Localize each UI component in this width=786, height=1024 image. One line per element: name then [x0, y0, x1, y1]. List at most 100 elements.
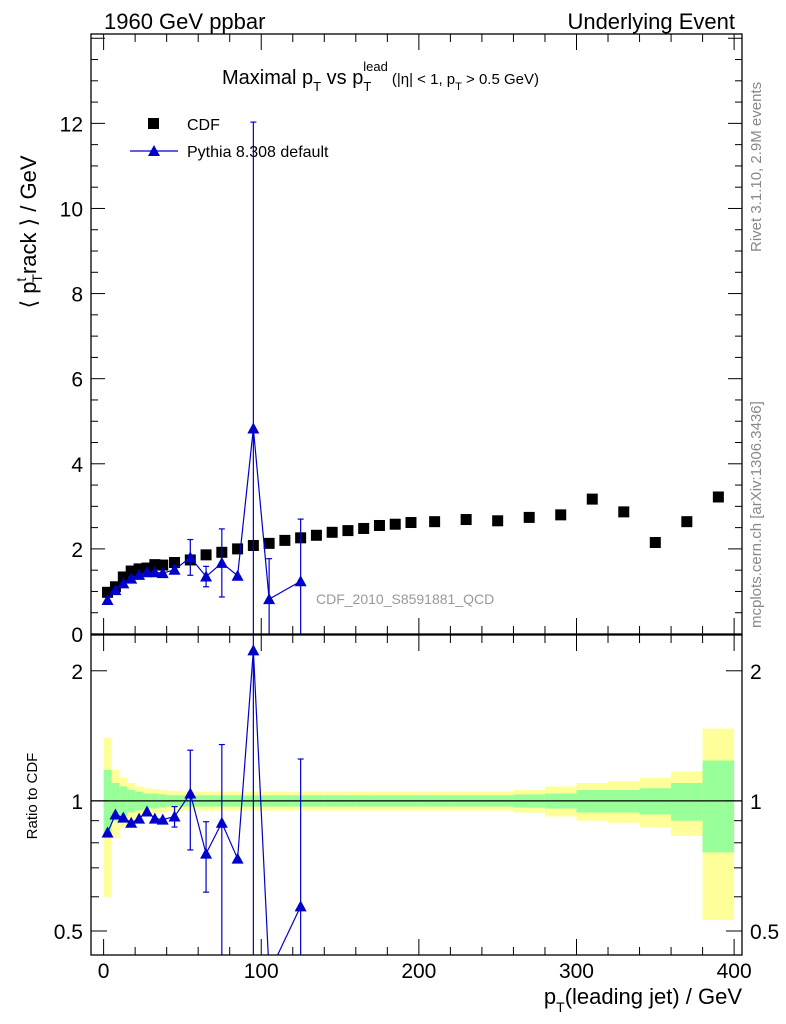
ratio-inner-band: [103, 769, 112, 839]
cdf-point: [342, 525, 354, 537]
ratio-point: [140, 805, 153, 817]
ratio-panel: 0.5 0.5 1 1 2 2 0 100 200 300 400 Ratio to CDF pT…: [24, 634, 779, 1015]
ratio-segment: [236, 650, 254, 859]
x-tick-label: 300: [559, 960, 594, 983]
ratio-y-tick-label: 2: [71, 661, 83, 684]
cdf-point: [169, 557, 181, 569]
pythia-point: [140, 566, 153, 578]
cdf-point: [149, 559, 161, 571]
cdf-point: [279, 534, 291, 546]
cdf-point: [102, 586, 114, 598]
cdf-point: [712, 491, 724, 503]
cdf-point: [405, 517, 417, 529]
ratio-y-tick-label: 2: [750, 661, 762, 684]
main-y-tick-label: 8: [71, 284, 83, 307]
ratio-y-tick-label: 1: [71, 791, 83, 814]
x-axis-label: pT(leading jet) / GeV: [544, 984, 742, 1015]
main-y-ticks: 0 2 4 6 8 10 12: [60, 37, 742, 647]
ratio-segment: [252, 650, 269, 956]
cdf-point: [429, 516, 441, 528]
main-panel: 0 2 4 6 8 10 12 Maximal pT vs pTlead(|η| < 1, …: [13, 33, 743, 647]
ratio-inner-band: [671, 783, 703, 821]
x-tick-label: 100: [244, 960, 279, 983]
ratio-y-tick-label: 0.5: [54, 921, 83, 944]
cdf-point: [460, 514, 472, 526]
ratio-segment: [221, 822, 239, 859]
ratio-point: [117, 811, 130, 823]
main-y-tick-label: 4: [71, 454, 83, 477]
cdf-point: [492, 515, 504, 527]
pythia-point: [215, 556, 228, 568]
ratio-point: [109, 808, 122, 820]
rivet-label: Rivet 3.1.10, 2.9M events: [748, 82, 765, 252]
cdf-point: [389, 518, 401, 530]
cdf-point: [157, 559, 169, 571]
cdf-point: [555, 509, 567, 521]
legend-pythia-label: Pythia 8.308 default: [187, 144, 329, 161]
main-x-ticks: [103, 34, 735, 634]
pythia-point: [117, 577, 130, 589]
pythia-point: [200, 570, 213, 582]
ratio-point: [294, 900, 307, 912]
x-tick-label: 400: [717, 960, 752, 983]
cdf-point: [117, 571, 129, 583]
cdf-point: [586, 493, 598, 505]
main-y-tick-label: 2: [71, 539, 83, 562]
pythia-series: [101, 121, 307, 634]
pythia-point: [184, 551, 197, 563]
ratio-frame: [90, 634, 743, 956]
ratio-segment: [205, 822, 223, 854]
ratio-point: [200, 847, 213, 859]
legend-cdf-label: CDF: [187, 117, 220, 134]
pythia-point: [231, 569, 244, 581]
cdf-point: [681, 516, 693, 528]
x-tick-label: 200: [401, 960, 436, 983]
mcplots-label: mcplots.cern.ch [arXiv:1306.3436]: [748, 401, 765, 628]
ratio-series: [101, 635, 307, 956]
ratio-segment: [277, 906, 302, 956]
cdf-point: [125, 565, 137, 577]
cdf-point: [523, 511, 535, 523]
ratio-inner-band: [702, 760, 735, 853]
main-y-tick-label: 0: [71, 624, 83, 647]
ratio-inner-band: [119, 786, 128, 817]
ratio-segment: [189, 793, 207, 854]
legend-pythia-marker: [148, 145, 160, 156]
ratio-y-tick-label: 1: [750, 791, 762, 814]
pythia-point: [294, 575, 307, 587]
ratio-point: [247, 644, 260, 656]
pythia-point: [263, 593, 276, 605]
main-frame: [90, 33, 743, 635]
ratio-point: [168, 810, 181, 822]
header-left: 1960 GeV ppbar: [104, 9, 265, 34]
cdf-point: [618, 506, 630, 518]
main-y-tick-label: 10: [60, 198, 83, 221]
cdf-point: [310, 529, 322, 541]
pythia-point: [148, 566, 161, 578]
ratio-x-ticks: 0 100 200 300 400: [98, 635, 752, 983]
cdf-point: [358, 522, 370, 534]
ratio-point: [148, 812, 161, 824]
analysis-label: CDF_2010_S8591881_QCD: [316, 591, 494, 607]
main-y-tick-label: 6: [71, 369, 83, 392]
pythia-point: [109, 584, 122, 596]
cdf-point: [200, 549, 212, 561]
x-tick-label: 0: [98, 960, 110, 983]
pythia-point: [125, 572, 138, 584]
cdf-points: [102, 491, 724, 598]
pythia-point: [168, 563, 181, 575]
ratio-point: [184, 787, 197, 799]
ratio-point: [133, 812, 146, 824]
cdf-point: [232, 543, 244, 555]
pythia-point: [101, 593, 114, 605]
legend: CDF Pythia 8.308 default: [130, 117, 329, 161]
legend-cdf-marker: [148, 118, 159, 129]
ratio-point: [101, 826, 114, 838]
main-y-label: ⟨ ptTrack ⟩ / GeV: [13, 155, 45, 308]
plot-title: Maximal pT vs pTlead(|η| < 1, pT > 0.5 G…: [222, 59, 539, 94]
ratio-y-label: Ratio to CDF: [24, 753, 41, 840]
ratio-point: [215, 816, 228, 828]
ratio-inner-band: [111, 783, 120, 821]
cdf-point: [373, 519, 385, 531]
